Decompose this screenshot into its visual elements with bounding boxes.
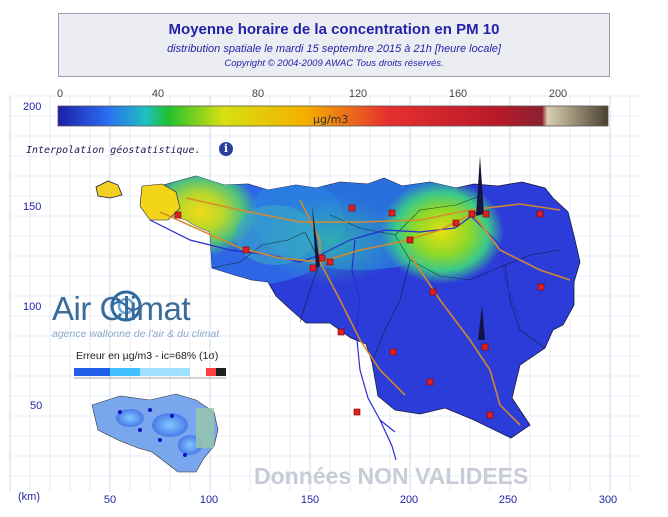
y-tick-label: 200 <box>23 101 42 113</box>
x-tick-label: 150 <box>300 494 320 506</box>
station-marker <box>481 343 489 351</box>
station-marker <box>389 348 397 356</box>
station-marker <box>482 210 490 218</box>
color-scale-bar <box>57 105 609 127</box>
comines-enclave <box>95 180 123 199</box>
scale-tick-label: 0 <box>56 88 64 100</box>
y-tick-label: 50 <box>30 400 43 412</box>
station-marker <box>426 378 434 386</box>
x-tick-label: 50 <box>103 494 117 506</box>
station-marker <box>326 258 334 266</box>
logo-name: Air Climat <box>52 290 191 327</box>
error-map-label: Erreur en µg/m3 - ic=68% (1σ) <box>76 350 219 362</box>
axis-unit-label: (km) <box>18 491 40 503</box>
station-marker <box>353 408 361 416</box>
y-tick-label: 150 <box>23 201 42 213</box>
air-climat-logo-mark <box>110 290 142 322</box>
scale-tick-label: 80 <box>251 88 265 100</box>
station-marker <box>242 246 250 254</box>
scale-tick-label: 40 <box>151 88 165 100</box>
station-markers <box>174 204 545 419</box>
station-marker <box>309 264 317 272</box>
station-marker <box>318 254 326 262</box>
station-marker <box>486 411 494 419</box>
title-panel: Moyenne horaire de la concentration en P… <box>58 13 610 77</box>
logo-tagline: agence wallonne de l'air & du climat <box>52 328 220 340</box>
scale-tick-label: 120 <box>348 88 368 100</box>
station-marker <box>406 236 414 244</box>
info-icon[interactable]: i <box>219 142 233 156</box>
scale-tick-label: 160 <box>448 88 468 100</box>
error-scale <box>74 368 226 379</box>
x-tick-label: 200 <box>399 494 419 506</box>
scale-tick-label: 200 <box>548 88 568 100</box>
station-marker <box>452 219 460 227</box>
station-marker <box>429 288 437 296</box>
station-marker <box>468 210 476 218</box>
map-subtitle: distribution spatiale le mardi 15 septem… <box>167 43 501 55</box>
station-marker <box>388 209 396 217</box>
y-tick-label: 100 <box>23 301 42 313</box>
scale-unit-label: µg/m3 <box>313 113 349 126</box>
station-marker <box>536 210 544 218</box>
x-tick-label: 100 <box>199 494 219 506</box>
x-tick-label: 250 <box>498 494 518 506</box>
station-marker <box>537 283 545 291</box>
x-tick-label: 300 <box>598 494 618 506</box>
copyright-text: Copyright © 2004-2009 AWAC Tous droits r… <box>224 58 444 69</box>
validation-watermark: Données NON VALIDEES <box>254 463 529 489</box>
region-map <box>95 156 581 461</box>
error-minimap <box>91 393 219 473</box>
station-marker <box>174 211 182 219</box>
interpolation-label: Interpolation géostatistique. <box>26 145 201 156</box>
station-marker <box>348 204 356 212</box>
station-marker <box>337 328 345 336</box>
map-title: Moyenne horaire de la concentration en P… <box>168 21 500 38</box>
